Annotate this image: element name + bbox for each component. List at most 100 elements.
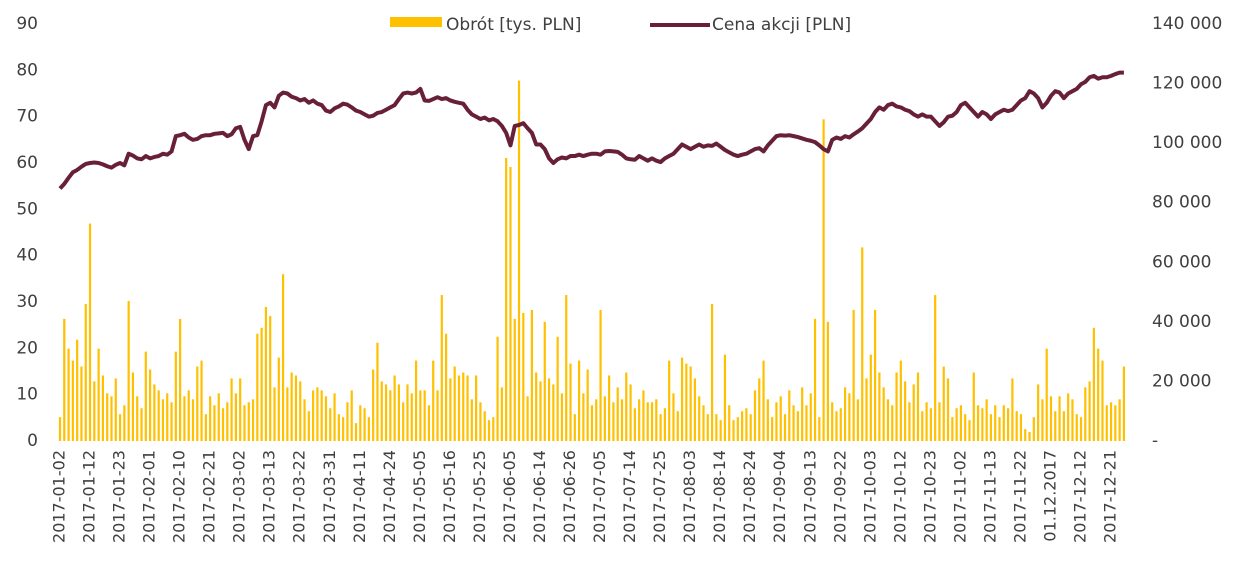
x-tick-label: 2017-11-13 <box>980 450 999 543</box>
bar <box>414 360 418 441</box>
bar <box>479 402 482 441</box>
bar <box>818 417 821 441</box>
bar <box>307 411 310 441</box>
bar <box>84 303 87 441</box>
bar <box>741 411 744 441</box>
bar <box>419 390 422 441</box>
bar <box>1002 405 1005 441</box>
bar <box>929 408 932 441</box>
bar <box>260 327 263 441</box>
y-tick-label: 20 <box>16 338 38 358</box>
bar <box>243 405 246 441</box>
x-tick-label: 2017-10-03 <box>860 450 879 543</box>
bar <box>925 402 928 441</box>
bar <box>809 393 812 441</box>
bar <box>247 402 250 441</box>
bar <box>1041 399 1044 441</box>
bar <box>118 414 122 441</box>
legend-label: Cena akcji [PLN] <box>712 15 851 35</box>
bar <box>904 381 907 441</box>
bar <box>1075 414 1078 441</box>
bar <box>475 375 478 441</box>
bar <box>899 360 902 441</box>
bar <box>144 351 147 441</box>
bar <box>1109 402 1113 441</box>
bar <box>393 375 396 441</box>
bar <box>191 399 195 441</box>
bar <box>402 402 405 441</box>
bar <box>453 366 456 441</box>
bar <box>753 390 757 441</box>
bar <box>676 411 679 441</box>
x-tick-label: 01.12.2017 <box>1040 450 1059 542</box>
bar <box>76 339 79 441</box>
x-tick-label: 2017-11-22 <box>1010 450 1029 543</box>
bar <box>646 402 649 441</box>
x-tick-label: 2017-06-14 <box>530 450 549 543</box>
bar <box>1097 348 1100 441</box>
bar <box>136 396 139 441</box>
x-tick-label: 2017-10-23 <box>920 450 939 543</box>
bar <box>1101 360 1104 441</box>
legend-label: Obrót [tys. PLN] <box>446 15 581 35</box>
x-tick-label: 2017-02-01 <box>140 450 159 543</box>
bar <box>702 405 705 441</box>
bar <box>1062 411 1065 441</box>
x-tick-label: 2017-02-21 <box>200 450 219 543</box>
bar <box>367 417 370 441</box>
bar <box>1079 417 1083 441</box>
bar <box>663 408 666 441</box>
y2-tick-label: 20 000 <box>1152 371 1211 391</box>
bar <box>788 390 791 441</box>
bar <box>882 387 885 441</box>
bar <box>938 402 941 441</box>
bar <box>101 375 104 441</box>
bar <box>912 384 915 441</box>
x-tick-label: 2017-12-12 <box>1071 450 1090 543</box>
bar <box>874 309 877 441</box>
bar <box>732 420 735 441</box>
bar <box>1032 417 1035 441</box>
bar <box>839 408 842 441</box>
bar <box>573 414 576 441</box>
bar <box>689 366 692 441</box>
bar <box>505 158 508 442</box>
y2-tick-label: 40 000 <box>1152 312 1211 332</box>
bar <box>1015 411 1018 441</box>
legend-swatch <box>390 17 442 27</box>
bar <box>1092 327 1095 441</box>
bar <box>496 336 499 441</box>
bar <box>831 402 834 441</box>
bar <box>779 396 782 441</box>
bar <box>989 414 993 441</box>
bar <box>290 372 293 441</box>
bar <box>848 393 851 441</box>
bar <box>213 405 216 441</box>
bar <box>239 378 242 441</box>
bar <box>560 393 564 441</box>
bar <box>603 396 606 441</box>
bar <box>620 399 624 441</box>
bar <box>153 384 156 441</box>
x-tick-label: 2017-08-24 <box>740 450 759 543</box>
bar <box>423 390 426 441</box>
bar <box>487 420 491 441</box>
bar <box>350 390 353 441</box>
bar <box>599 309 602 441</box>
bar <box>861 247 864 441</box>
bar <box>852 309 855 441</box>
bar <box>251 399 255 441</box>
bar <box>959 405 962 441</box>
y2-tick-label: 100 000 <box>1152 133 1222 153</box>
bar <box>230 378 233 441</box>
bar <box>608 375 611 441</box>
y-tick-label: 30 <box>16 292 38 312</box>
bar <box>625 372 628 441</box>
bar <box>942 366 945 441</box>
bar <box>294 375 298 441</box>
bar <box>1011 378 1014 441</box>
bar <box>174 351 177 441</box>
bar <box>1024 429 1027 441</box>
bar <box>234 393 237 441</box>
